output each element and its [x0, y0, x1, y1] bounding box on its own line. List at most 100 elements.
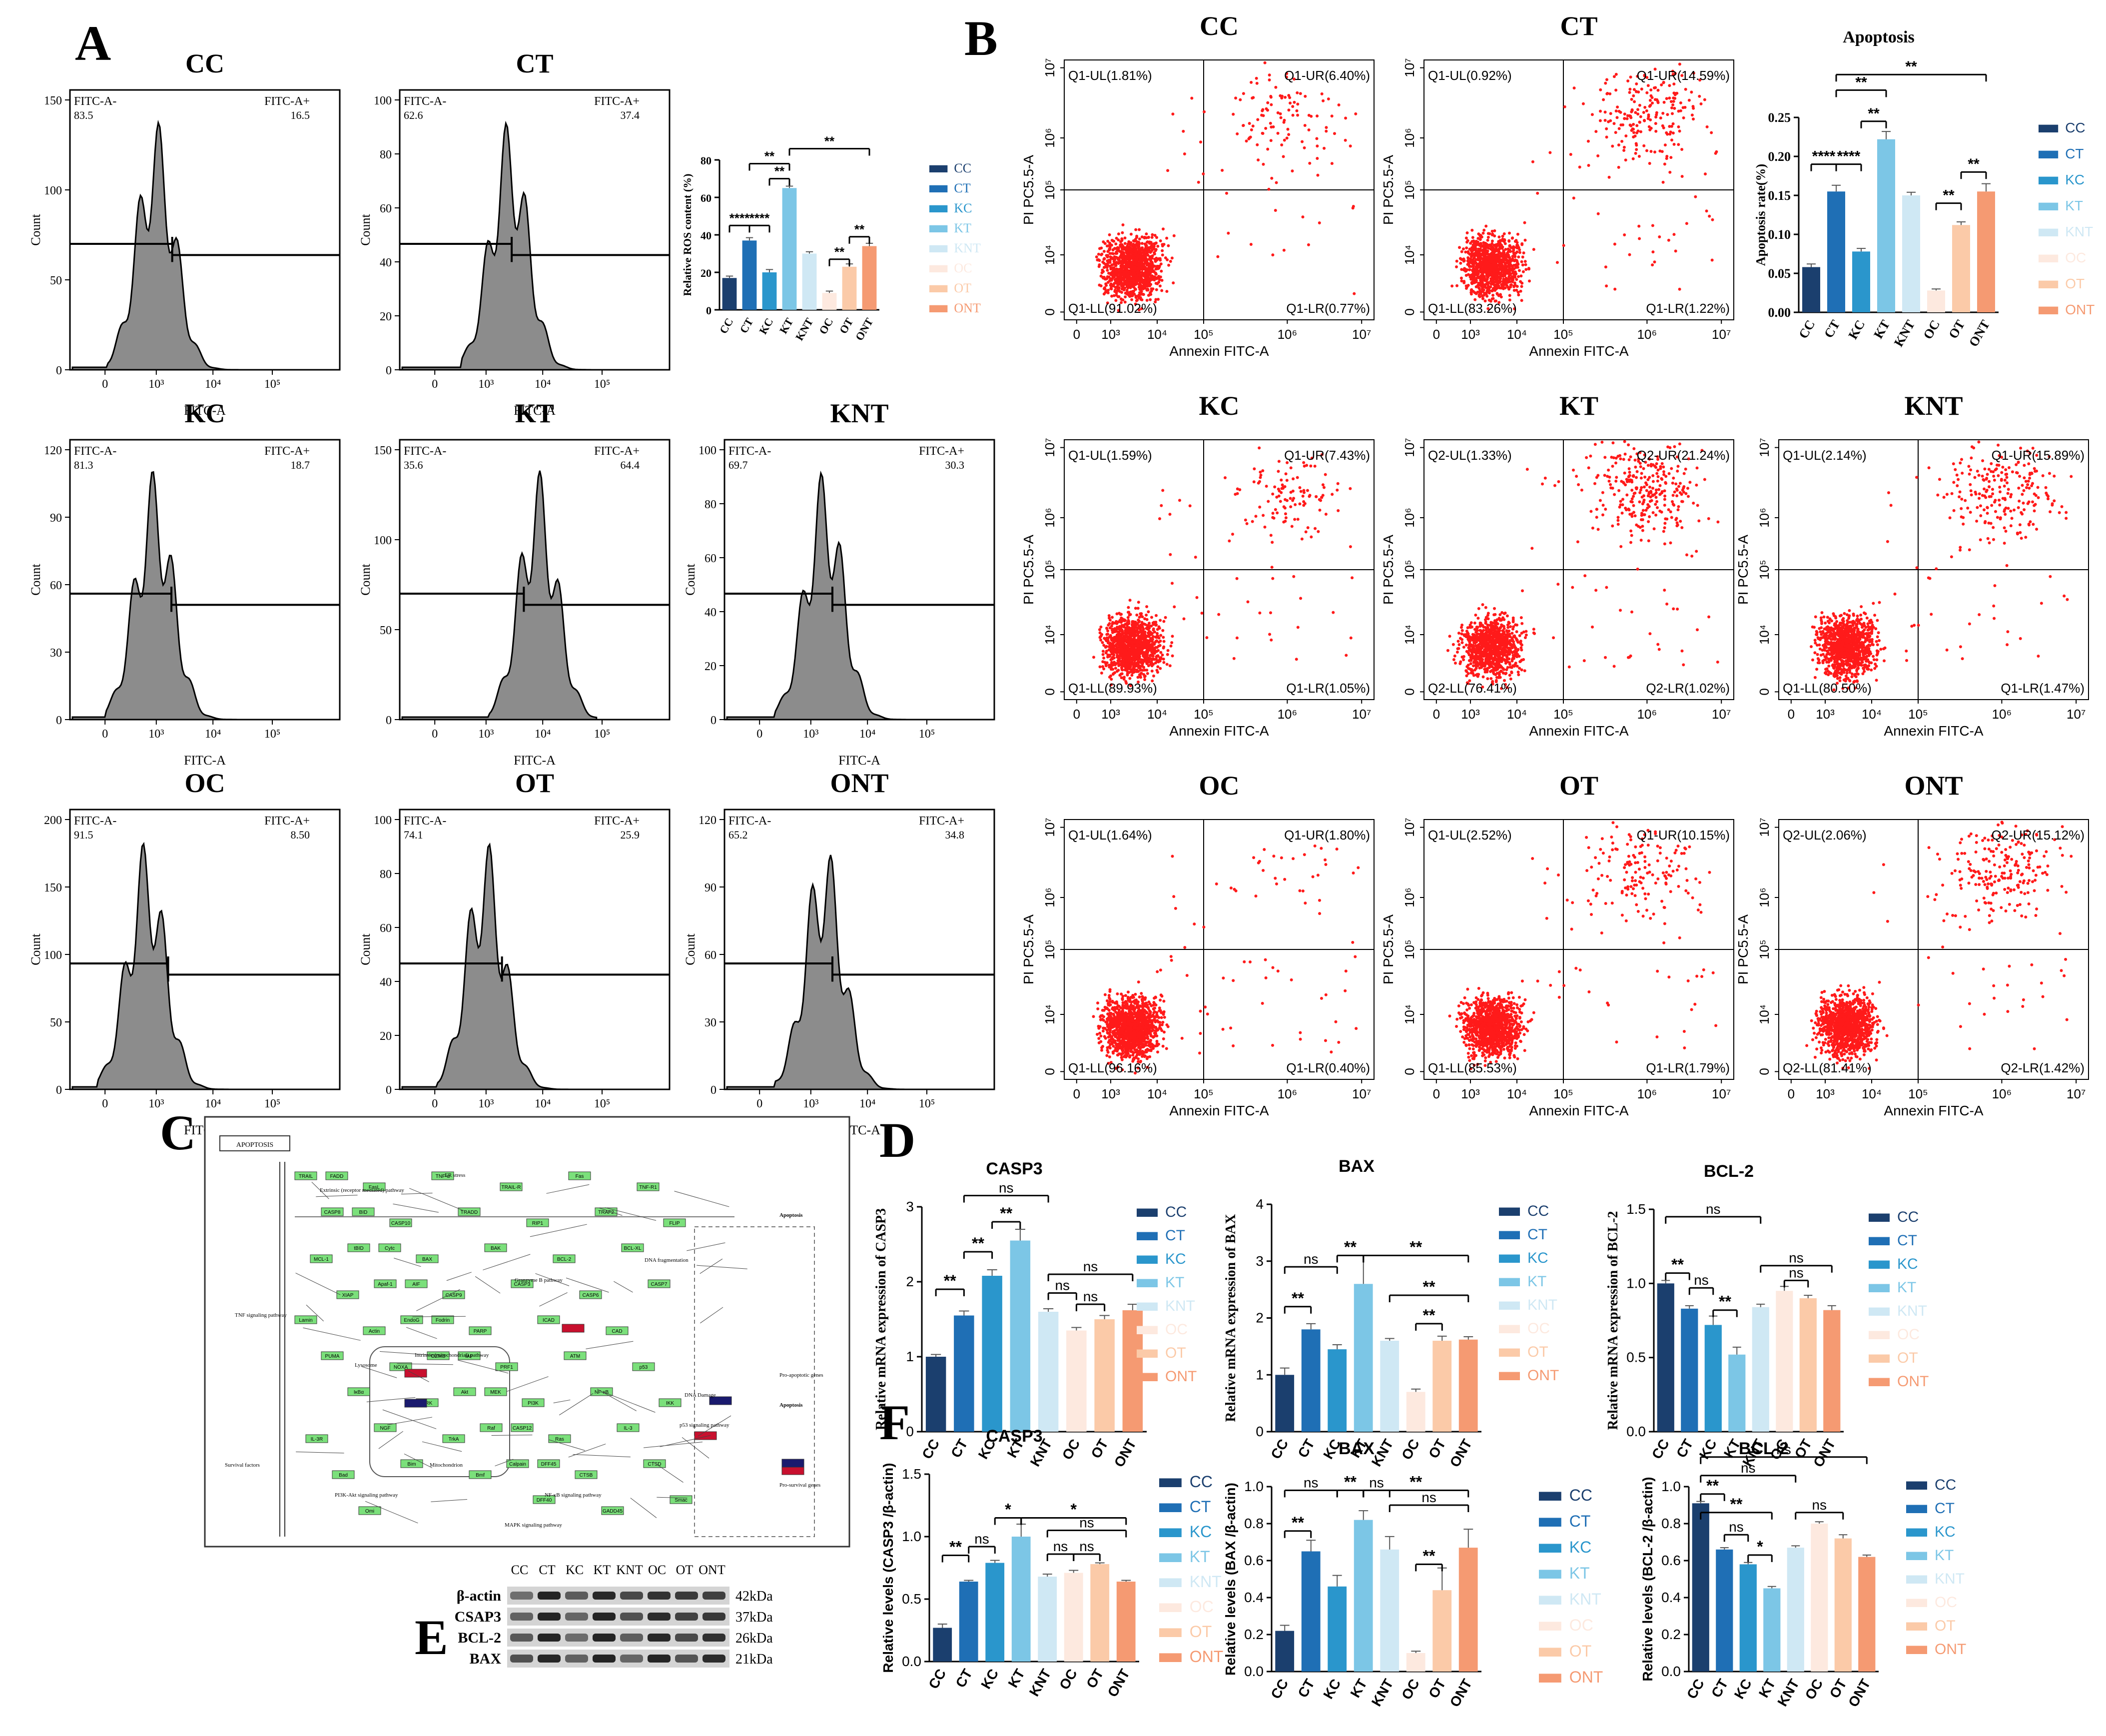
x-tick-label: 10⁵: [1553, 327, 1573, 342]
y-tick-label: 60: [380, 202, 392, 215]
scatter-dot: [1095, 255, 1098, 259]
scatter-dot: [1639, 130, 1642, 133]
scatter-dot: [1106, 633, 1110, 636]
scatter-dot: [1124, 258, 1128, 262]
scatter-dot: [1464, 669, 1468, 673]
scatter-dot: [1197, 180, 1200, 184]
scatter-dot: [1120, 653, 1123, 656]
histogram-curve: [401, 120, 597, 371]
scatter-dot: [1131, 254, 1134, 258]
scatter-dot: [1295, 658, 1298, 661]
scatter-dot: [1484, 286, 1487, 289]
scatter-dot: [1107, 260, 1110, 263]
scatter-dot: [1354, 112, 1358, 115]
scatter-dot: [1289, 505, 1293, 509]
scatter-dot: [1707, 517, 1710, 520]
scatter-dot: [1259, 473, 1263, 477]
scatter-dot: [1298, 486, 1302, 489]
scatter-dot: [1661, 111, 1665, 115]
scatter-dot: [1316, 173, 1320, 177]
scatter-dot: [1614, 456, 1618, 460]
scatter-dot: [1152, 674, 1155, 678]
scatter-dot: [1161, 249, 1164, 252]
scatter-dot: [1602, 98, 1605, 101]
scatter-dot: [1108, 618, 1112, 622]
scatter-dot: [1470, 252, 1473, 255]
scatter-dot: [1296, 113, 1300, 117]
scatter-dot: [1154, 300, 1157, 304]
x-tick-label: 10³: [148, 1097, 164, 1110]
scatter-dot: [1265, 485, 1268, 488]
gate-right-value: 25.9: [621, 829, 640, 841]
scatter-dot: [1115, 293, 1118, 297]
scatter-dot: [1160, 289, 1164, 292]
scatter-dot: [1255, 76, 1258, 80]
scatter-dot: [1298, 502, 1302, 506]
x-tick-label: 10⁶: [1278, 707, 1298, 722]
scatter-dot: [1694, 195, 1697, 198]
scatter-dot: [1490, 289, 1494, 293]
y-tick-label: 100: [374, 94, 392, 107]
y-axis-label: Count: [683, 933, 698, 965]
y-tick-label: 80: [704, 498, 716, 511]
gate-left-value: 83.5: [74, 109, 93, 121]
scatter-dot: [1289, 466, 1293, 470]
scatter-dot: [1521, 255, 1524, 259]
scatter-dot: [1103, 277, 1107, 281]
scatter-dot: [1583, 574, 1587, 578]
scatter-dot: [1645, 149, 1648, 152]
scatter-dot: [1143, 630, 1147, 634]
scatter-dot: [1266, 101, 1270, 104]
scatter-dot: [1623, 233, 1626, 236]
scatter-dot: [1105, 284, 1108, 287]
scatter-dot: [1137, 618, 1140, 622]
scatter-dot: [1690, 90, 1693, 94]
scatter-dot: [1591, 625, 1594, 629]
scatter-dot: [1133, 663, 1137, 667]
scatter-dot: [1102, 292, 1106, 296]
scatter-dot: [1494, 244, 1497, 248]
scatter-dot: [1156, 632, 1159, 635]
scatter-dot: [1171, 112, 1175, 116]
scatter-dot: [1488, 232, 1491, 235]
scatter-dot: [1517, 293, 1520, 297]
scatter-dot: [1651, 487, 1654, 490]
scatter-dot: [1630, 489, 1634, 492]
scatter-dot: [1106, 641, 1110, 645]
scatter-dot: [1130, 298, 1134, 301]
x-tick-label: 0: [756, 1097, 762, 1110]
scatter-dot: [1643, 119, 1646, 122]
scatter-dot: [1279, 116, 1283, 119]
scatter-dot: [1617, 489, 1621, 492]
scatter-dot: [1669, 156, 1673, 159]
scatter-dot: [1099, 638, 1103, 642]
scatter-dot: [1200, 612, 1204, 615]
scatter-dot: [1692, 117, 1695, 121]
scatter-dot: [1113, 640, 1116, 644]
scatter-dot: [1147, 248, 1151, 252]
scatter-dot: [1306, 489, 1309, 492]
scatter-dot: [1611, 144, 1614, 148]
scatter-dot: [1268, 78, 1271, 81]
scatter-dot: [1114, 242, 1118, 246]
scatter-dot: [1161, 653, 1164, 657]
scatter-dot: [1155, 655, 1159, 658]
scatter-dot: [1136, 627, 1139, 630]
scatter-dot: [1655, 472, 1659, 475]
scatter-dot: [1469, 249, 1473, 252]
scatter-dot: [1471, 290, 1475, 293]
scatter-dot: [1303, 146, 1306, 149]
scatter-dot: [1543, 476, 1547, 480]
scatter-dot: [1247, 137, 1251, 140]
scatter-dot: [1594, 589, 1598, 592]
quadrant-ul-label: Q1-UL(1.81%): [1068, 68, 1152, 83]
scatter-dot: [1320, 92, 1324, 95]
scatter-dot: [1623, 117, 1626, 120]
scatter-dot: [1622, 145, 1626, 149]
scatter-dot: [1523, 636, 1527, 639]
scatter-dot: [1486, 249, 1489, 253]
scatter-dot: [1166, 649, 1170, 652]
x-tick-label: 10⁵: [1194, 327, 1214, 342]
scatter-dot: [1627, 458, 1631, 461]
